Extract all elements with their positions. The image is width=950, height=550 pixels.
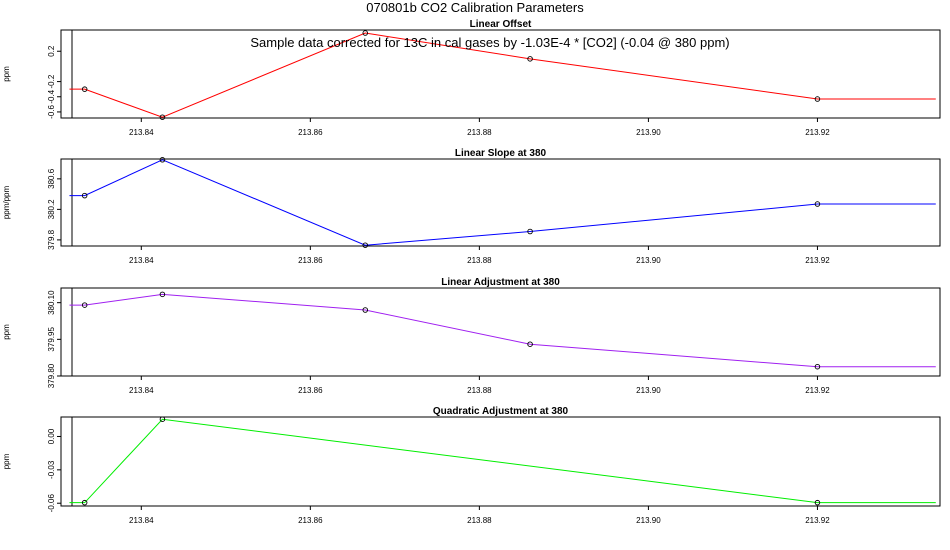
data-point xyxy=(159,291,166,298)
data-point xyxy=(81,499,88,506)
data-point xyxy=(814,201,821,207)
x-tick-label: 213.92 xyxy=(805,128,830,137)
y-tick-label: 379.95 xyxy=(47,327,56,352)
y-axis-label: ppm xyxy=(2,453,11,469)
y-axis-label: ppm/ppm xyxy=(2,185,11,219)
x-tick-label: 213.90 xyxy=(636,386,661,395)
series-line xyxy=(69,32,936,118)
figure-title: 070801b CO2 Calibration Parameters xyxy=(366,0,584,15)
chart-panel-1: Linear Offset 213.84 213.86 213.88 213.90 213… xyxy=(2,19,941,137)
y-tick-label: -0.2 xyxy=(47,74,56,88)
y-tick-label: -0.6 xyxy=(47,104,56,118)
x-tick-label: 213.92 xyxy=(805,516,830,525)
x-tick-label: 213.84 xyxy=(129,516,154,525)
x-tick-label: 213.86 xyxy=(298,128,323,137)
data-point xyxy=(159,114,166,120)
y-tick-label: 0.2 xyxy=(47,45,56,57)
series-line xyxy=(69,159,936,246)
x-tick-label: 213.88 xyxy=(467,128,492,137)
panel-title: Linear Adjustment at 380 xyxy=(441,277,560,288)
y-tick-label: -0.4 xyxy=(47,89,56,103)
y-axis-label: ppm xyxy=(2,324,11,340)
y-tick-label: -0.03 xyxy=(47,460,56,479)
y-tick-label: 0.00 xyxy=(47,428,56,444)
correction-note: Sample data corrected for 13C in cal gas… xyxy=(250,35,729,50)
x-tick-label: 213.90 xyxy=(636,256,661,265)
x-tick-label: 213.86 xyxy=(298,516,323,525)
data-point xyxy=(362,242,369,248)
panel-title: Linear Slope at 380 xyxy=(455,148,547,159)
y-tick-label: 380.10 xyxy=(47,290,56,315)
data-point xyxy=(527,228,533,235)
series-line xyxy=(69,293,936,368)
x-tick-label: 213.92 xyxy=(805,256,830,265)
x-tick-label: 213.88 xyxy=(467,516,492,525)
data-point xyxy=(159,157,166,163)
data-point xyxy=(527,56,533,62)
x-tick-label: 213.84 xyxy=(129,256,154,265)
x-tick-label: 213.88 xyxy=(467,256,492,265)
x-tick-label: 213.86 xyxy=(298,386,323,395)
y-tick-label: 379.8 xyxy=(47,229,56,250)
x-tick-label: 213.88 xyxy=(467,386,492,395)
data-point xyxy=(159,416,166,422)
y-tick-label: -0.06 xyxy=(47,494,56,513)
panel-title: Quadratic Adjustment at 380 xyxy=(433,406,569,417)
data-point xyxy=(814,96,821,102)
plot-frame xyxy=(60,416,941,507)
panel-title: Linear Offset xyxy=(470,19,532,30)
chart-panel-2: Linear Slope at 380 213.84 213.86 213.88 213… xyxy=(2,148,941,265)
y-tick-label: 380.2 xyxy=(47,199,56,220)
x-tick-label: 213.90 xyxy=(636,516,661,525)
plot-frame xyxy=(60,29,941,119)
y-tick-label: 379.80 xyxy=(47,363,56,388)
plot-frame xyxy=(60,158,941,247)
y-axis-label: ppm xyxy=(2,66,11,82)
data-point xyxy=(362,307,369,313)
plot-frame xyxy=(60,287,941,377)
y-tick-label: 380.6 xyxy=(47,168,56,189)
x-tick-label: 213.92 xyxy=(805,386,830,395)
data-point xyxy=(81,192,88,199)
x-tick-label: 213.84 xyxy=(129,386,154,395)
chart-panel-3: Linear Adjustment at 380 213.84 213.86 213.… xyxy=(2,277,941,395)
series-line xyxy=(69,418,936,504)
data-point xyxy=(362,30,369,36)
data-point xyxy=(527,341,533,347)
x-tick-label: 213.90 xyxy=(636,128,661,137)
data-point xyxy=(814,499,821,506)
data-point xyxy=(814,363,821,370)
x-tick-label: 213.84 xyxy=(129,128,154,137)
data-point xyxy=(81,302,88,308)
chart-panel-4: Quadratic Adjustment at 380 213.84 213.86 2… xyxy=(2,406,941,525)
x-tick-label: 213.86 xyxy=(298,256,323,265)
data-point xyxy=(81,86,88,92)
